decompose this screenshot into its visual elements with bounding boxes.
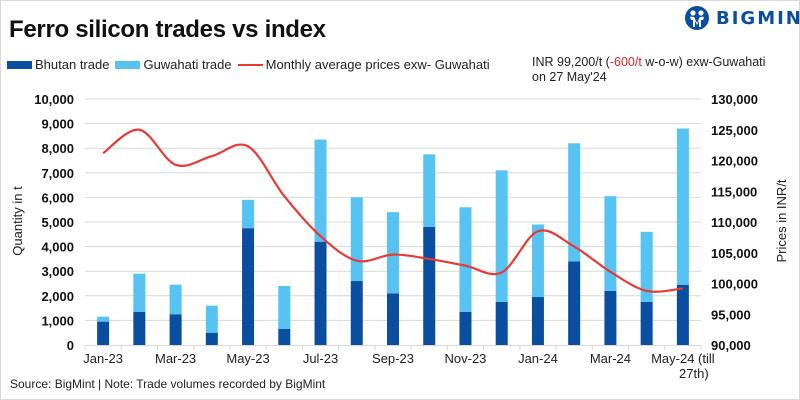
bar-guwahati: [242, 199, 255, 229]
x-tick-label: Nov-23: [445, 351, 487, 366]
x-tick-label: May-23: [226, 351, 269, 366]
y2-tick-label: 90,000: [711, 338, 751, 353]
bar-bhutan: [387, 293, 399, 345]
y-tick-label: 9,000: [41, 117, 74, 132]
y-tick-label: 10,000: [34, 92, 74, 107]
bar-bhutan: [242, 228, 255, 345]
x-tick-label: Jan-23: [83, 351, 123, 366]
y-axis-label: Quantity in t: [10, 186, 25, 256]
bar-bhutan: [604, 290, 617, 345]
y-tick-label: 3,000: [41, 264, 74, 279]
annotation-change: -600/t: [609, 55, 642, 69]
bigmint-logo: BIGMINT: [684, 5, 800, 31]
bar-guwahati: [314, 139, 327, 242]
legend-label-price: Monthly average prices exw- Guwahati: [265, 57, 490, 72]
logo-text: BIGMINT: [716, 7, 800, 29]
bigmint-logo-icon: [685, 6, 709, 30]
bar-bhutan: [459, 311, 472, 345]
bar-guwahati: [531, 224, 544, 298]
bar-guwahati: [133, 273, 146, 312]
bar-guwahati: [350, 197, 363, 282]
annotation-line-2: on 27 May'24: [532, 70, 607, 84]
bar-bhutan: [350, 281, 363, 345]
y2-tick-label: 105,000: [711, 246, 758, 261]
x-tick-label: May-24 (till: [651, 351, 715, 366]
bar-bhutan: [133, 311, 146, 345]
y2-tick-label: 110,000: [711, 215, 757, 230]
y-tick-label: 6,000: [41, 190, 74, 205]
y2-tick-label: 115,000: [711, 184, 757, 199]
bar-bhutan: [676, 284, 689, 345]
bar-bhutan: [423, 226, 436, 345]
legend-label-guwahati: Guwahati trade: [143, 57, 232, 72]
y-tick-label: 5,000: [41, 215, 74, 230]
legend-item-bhutan: Bhutan trade: [7, 57, 109, 72]
bar-guwahati: [97, 316, 110, 322]
annotation-suffix: w-o-w) exw-Guwahati: [641, 55, 766, 69]
y-tick-label: 2,000: [41, 289, 74, 304]
bar-guwahati: [495, 170, 508, 302]
annotation-line-1: INR 99,200/t (-600/t w-o-w) exw-Guwahati: [532, 55, 765, 70]
y-tick-label: 8,000: [41, 141, 74, 156]
bar-guwahati: [568, 143, 581, 262]
legend-item-guwahati: Guwahati trade: [115, 57, 232, 72]
y2-axis-label: Prices in INR/t: [774, 179, 789, 262]
price-line: [102, 128, 683, 293]
y2-tick-label: 125,000: [711, 123, 758, 138]
y2-tick-label: 120,000: [711, 154, 758, 169]
bar-bhutan: [169, 314, 182, 345]
bar-guwahati: [640, 231, 653, 302]
source-note: Source: BigMint | Note: Trade volumes re…: [10, 377, 326, 391]
bar-bhutan: [531, 297, 544, 345]
legend-label-bhutan: Bhutan trade: [35, 57, 110, 72]
bar-bhutan: [205, 332, 218, 345]
bar-guwahati: [604, 196, 617, 291]
x-tick-label: Jan-24: [518, 351, 558, 366]
chart-title: Ferro silicon trades vs index: [9, 16, 326, 43]
y-tick-label: 7,000: [41, 166, 74, 181]
chart-legend: Bhutan trade Guwahati trade Monthly aver…: [7, 57, 496, 72]
x-tick-label: Mar-23: [155, 351, 196, 366]
bar-bhutan: [97, 321, 110, 345]
bar-bhutan: [640, 301, 653, 345]
y2-tick-label: 95,000: [711, 307, 751, 322]
x-tick-label: Sep-23: [372, 351, 414, 366]
bar-guwahati: [676, 128, 689, 285]
legend-swatch-guwahati: [115, 60, 141, 69]
legend-swatch-price: [237, 63, 263, 66]
bar-bhutan: [568, 261, 581, 345]
x-tick-label: Jul-23: [303, 351, 338, 366]
bar-guwahati: [459, 207, 472, 312]
axes: 0 1,000 2,000 3,000 4,000 5,000 6,000 7,000 8,00…: [34, 92, 758, 381]
bar-guwahati: [205, 305, 218, 333]
bar-guwahati: [169, 284, 182, 315]
x-tick-label: Mar-24: [590, 351, 631, 366]
legend-swatch-bhutan: [7, 60, 32, 69]
bars: [97, 128, 689, 345]
bar-bhutan: [278, 329, 291, 345]
annotation-prefix: INR 99,200/t (: [532, 55, 610, 69]
y-tick-label: 0: [67, 338, 74, 353]
y-tick-label: 1,000: [41, 313, 74, 328]
y-tick-label: 4,000: [41, 240, 74, 255]
y2-tick-label: 100,000: [711, 277, 758, 292]
price-annotation: INR 99,200/t (-600/t w-o-w) exw-Guwahati…: [532, 55, 765, 85]
x-tick-label: 27th): [679, 366, 709, 381]
bar-guwahati: [278, 285, 291, 330]
bar-bhutan: [495, 301, 508, 345]
legend-item-price: Monthly average prices exw- Guwahati: [237, 57, 490, 72]
y2-tick-label: 130,000: [711, 92, 758, 107]
bar-bhutan: [314, 241, 327, 345]
bar-guwahati: [387, 212, 399, 294]
bar-guwahati: [423, 154, 436, 227]
